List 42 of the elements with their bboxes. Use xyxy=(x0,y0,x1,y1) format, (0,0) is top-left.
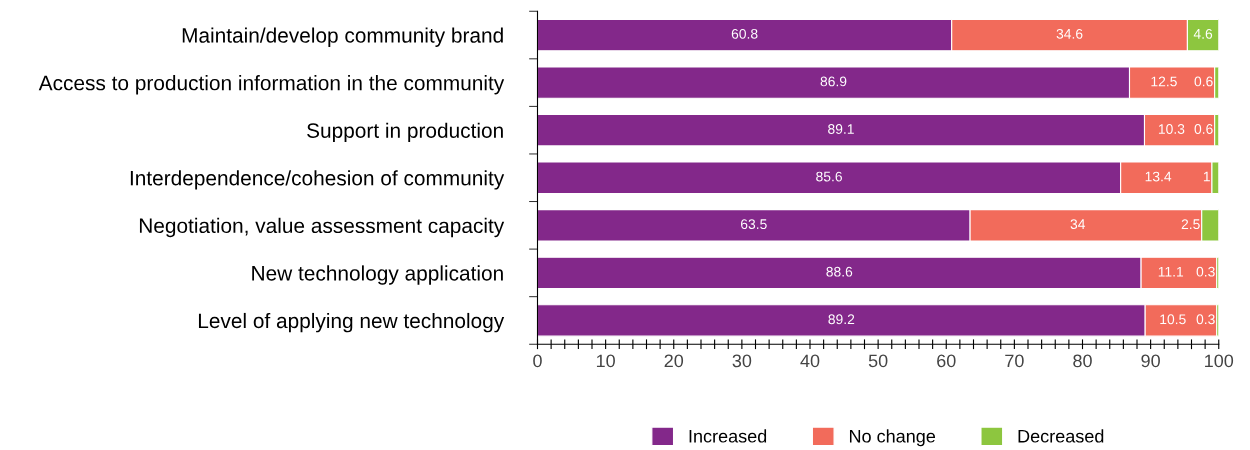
data-label: 12.5 xyxy=(1151,76,1177,87)
x-tick-label: 20 xyxy=(664,354,684,368)
data-label: 89.1 xyxy=(828,124,854,134)
data-label: 0.6 xyxy=(1194,76,1213,87)
data-label: 34 xyxy=(1070,219,1086,230)
data-label: 0.6 xyxy=(1194,124,1213,134)
data-label: 10.3 xyxy=(1158,124,1185,134)
data-label: 1 xyxy=(1203,171,1210,182)
data-label: 63.5 xyxy=(740,219,767,230)
data-label: 85.6 xyxy=(816,171,842,182)
data-label: 0.3 xyxy=(1196,266,1215,277)
x-tick-label: 50 xyxy=(868,354,888,368)
x-tick-label: 60 xyxy=(937,354,956,368)
y-tick-label: Negotiation, value assessment capacity xyxy=(139,217,505,238)
data-label: 34.6 xyxy=(1056,28,1083,39)
legend-label: Increased xyxy=(689,429,767,443)
data-label: 11.1 xyxy=(1158,266,1184,277)
data-label: 4.6 xyxy=(1193,28,1213,39)
y-tick-label: Interdependence/cohesion of community xyxy=(130,170,505,190)
x-tick-label: 10 xyxy=(596,354,615,368)
x-tick-label: 0 xyxy=(533,354,542,368)
legend-label: Decreased xyxy=(1018,429,1104,443)
y-tick-label: New technology application xyxy=(252,265,503,285)
data-label: 2.5 xyxy=(1181,219,1200,230)
data-label: 88.6 xyxy=(826,266,853,277)
x-tick-label: 30 xyxy=(732,354,752,368)
data-label: 13.4 xyxy=(1145,171,1172,182)
y-tick-label: Maintain/develop community brand xyxy=(182,27,503,47)
y-tick-label: Access to production information in the community xyxy=(38,75,505,95)
data-label: 86.9 xyxy=(820,76,847,87)
y-tick-label: Support in production xyxy=(307,122,503,143)
x-tick-label: 80 xyxy=(1073,354,1092,368)
data-label: 60.8 xyxy=(731,28,758,39)
x-tick-label: 100 xyxy=(1205,354,1234,368)
x-tick-label: 40 xyxy=(800,354,820,368)
x-tick-label: 90 xyxy=(1141,354,1160,368)
x-tick-label: 70 xyxy=(1005,354,1024,368)
data-label: 10.5 xyxy=(1160,314,1186,325)
legend-label: No change xyxy=(849,429,936,447)
data-label: 89.2 xyxy=(828,314,855,325)
y-tick-label: Level of applying new technology xyxy=(198,312,505,333)
data-label: 0.3 xyxy=(1196,314,1215,325)
